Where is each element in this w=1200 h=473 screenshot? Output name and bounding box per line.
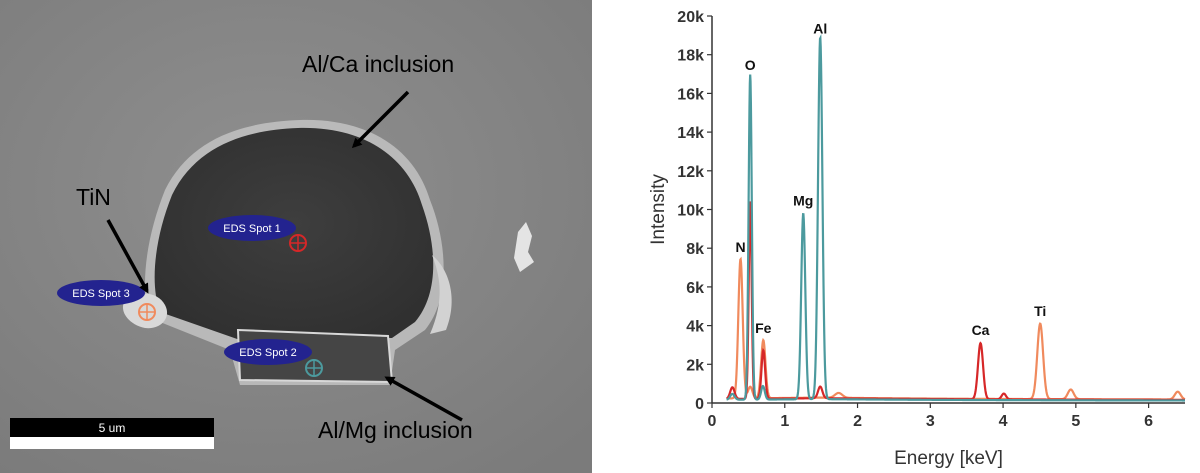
tin-particle <box>122 293 168 329</box>
spot-badge-2: EDS Spot 2 <box>224 339 312 365</box>
spot-badge-1: EDS Spot 1 <box>208 215 296 241</box>
spectrum-series-1 <box>726 33 1185 402</box>
y-tick-label: 20k <box>677 9 704 26</box>
annotation-tin: TiN <box>76 184 111 210</box>
x-axis-title: Energy [keV] <box>894 448 1003 469</box>
y-tick-label: 8k <box>686 241 704 258</box>
debris-particle <box>514 222 534 272</box>
y-tick-label: 18k <box>677 48 704 65</box>
y-axis-title: Intensity <box>648 174 669 245</box>
sem-micrograph: EDS Spot 1 EDS Spot 2 EDS Spot 3 Al/Ca i… <box>0 0 592 473</box>
x-tick-label: 0 <box>708 413 717 430</box>
y-tick-label: 2k <box>686 357 704 374</box>
plot-peak-labels: O Al Mg N Fe Ca Ti <box>735 20 1046 338</box>
scale-bar: 5 um <box>10 418 214 449</box>
arrow-tin <box>106 219 149 294</box>
peak-label: N <box>735 239 745 255</box>
spot-marker-1 <box>289 234 307 252</box>
x-tick-label: 6 <box>1144 413 1153 430</box>
x-tick-label: 1 <box>780 413 789 430</box>
spot-label-1: EDS Spot 1 <box>223 223 280 235</box>
inclusion-edge <box>430 255 452 334</box>
x-tick-label: 5 <box>1071 413 1080 430</box>
y-tick-label: 4k <box>686 319 704 336</box>
al-ca-inclusion <box>154 127 434 340</box>
plot-series <box>726 33 1186 402</box>
arrow-al-ca <box>351 90 410 149</box>
peak-label: O <box>745 57 756 73</box>
spot-badge-3: EDS Spot 3 <box>57 280 145 306</box>
x-tick-label: 2 <box>853 413 862 430</box>
annotation-al-ca: Al/Ca inclusion <box>302 51 454 77</box>
annotation-al-mg: Al/Mg inclusion <box>318 417 473 443</box>
eds-spectrum-chart: 0 2k 4k 6k 8k 10k 12k 14k 16k 18k 20k 0 1 2 3 4 5 6 O Al Mg… <box>648 9 1186 469</box>
y-tick-label: 14k <box>677 125 704 142</box>
plot-axes: 0 2k 4k 6k 8k 10k 12k 14k 16k 18k 20k 0 1 2 3 4 5 6 <box>677 9 1185 430</box>
spectrum-series-3 <box>726 256 1186 401</box>
spot-label-2: EDS Spot 2 <box>239 347 296 359</box>
spectrum-series-2 <box>726 201 1185 401</box>
spot-marker-2 <box>305 359 323 377</box>
peak-label: Ca <box>972 322 990 338</box>
spot-label-3: EDS Spot 3 <box>72 288 129 300</box>
y-tick-label: 12k <box>677 164 704 181</box>
x-tick-label: 3 <box>926 413 935 430</box>
peak-label: Mg <box>793 193 813 209</box>
peak-label: Fe <box>755 320 772 336</box>
scale-bar-label: 5 um <box>99 421 126 435</box>
y-tick-label: 16k <box>677 86 704 103</box>
y-tick-label: 6k <box>686 280 704 297</box>
spot-marker-3 <box>138 303 156 321</box>
peak-label: Ti <box>1034 303 1046 319</box>
arrow-al-mg <box>384 376 463 422</box>
y-tick-label: 0 <box>695 396 704 413</box>
x-tick-label: 4 <box>999 413 1008 430</box>
y-tick-label: 10k <box>677 203 704 220</box>
peak-label: Al <box>813 20 827 36</box>
